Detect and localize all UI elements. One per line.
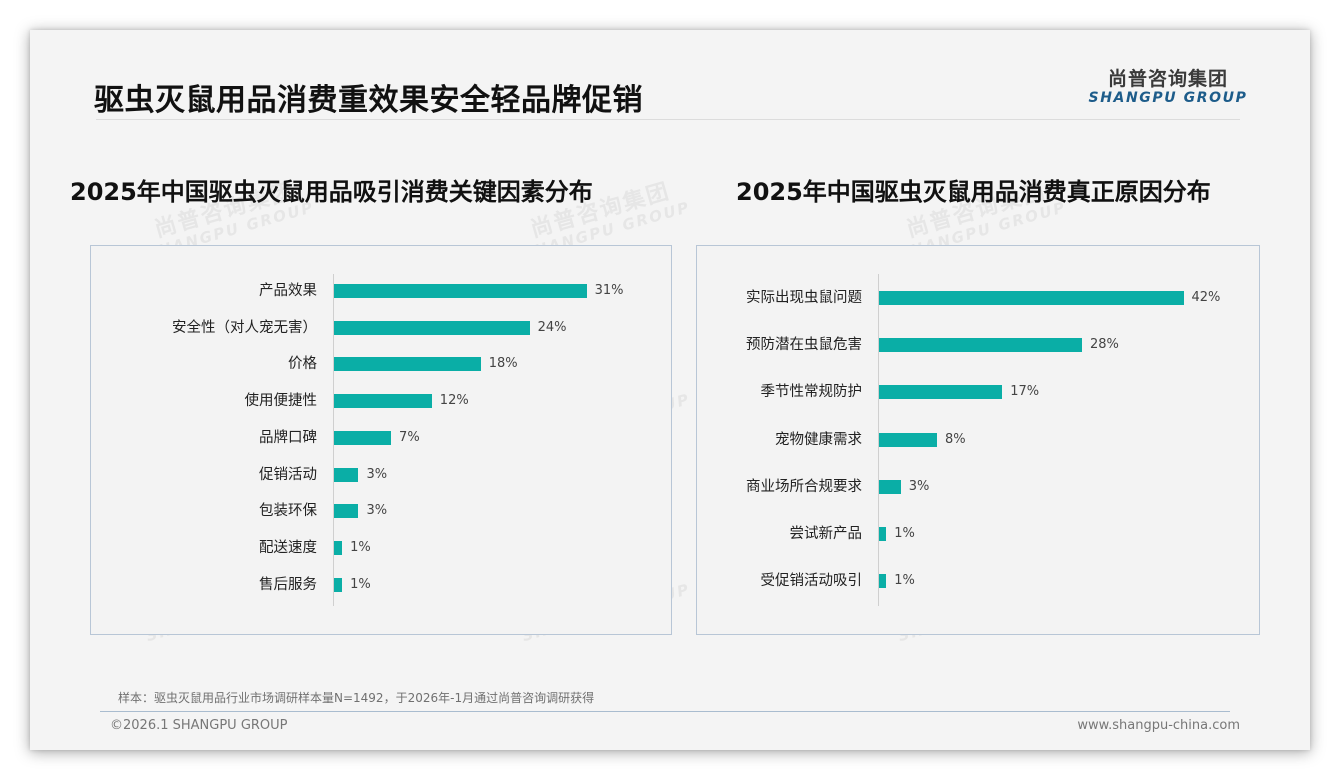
bar-value-label: 31%: [594, 283, 624, 298]
page-title: 驱虫灭鼠用品消费重效果安全轻品牌促销: [94, 83, 643, 118]
bar-value-label: 18%: [488, 356, 518, 372]
bar-label: 售后服务: [259, 576, 317, 593]
company-logo: 尚普咨询集团 SHANGPU GROUP: [1088, 64, 1248, 106]
title-divider: [96, 119, 1240, 120]
bar-label: 使用便捷性: [244, 393, 318, 410]
bar-label: 受促销活动吸引: [760, 573, 863, 590]
bar-value-label: 7%: [399, 429, 420, 445]
bar-label: 尝试新产品: [789, 526, 863, 542]
bar: [334, 394, 432, 409]
bar-label: 品牌口碑: [259, 429, 317, 446]
bar: [334, 357, 481, 372]
bar-value-label: 1%: [894, 573, 915, 589]
bar-label: 产品效果: [259, 283, 317, 299]
bar-label: 宠物健康需求: [775, 431, 862, 448]
bar-row: 安全性（对人宠无害） 24%: [91, 318, 671, 338]
logo-cn-text: 尚普咨询集团: [1107, 68, 1228, 90]
bar-value-label: 28%: [1090, 337, 1119, 353]
bar-value-label: 3%: [366, 503, 388, 519]
bar-row: 品牌口碑 7%: [91, 428, 671, 448]
left-chart: 产品效果 31% 安全性（对人宠无害） 24% 价格 18% 使用便捷性 12% 品牌口碑 7% 促…: [90, 245, 672, 635]
bar: [334, 320, 530, 335]
sample-note: 样本：驱虫灭鼠用品行业市场调研样本量N=1492，于2026年-1月通过尚普咨询…: [118, 691, 595, 705]
bar-row: 包装环保 3%: [91, 501, 671, 521]
bar-value-label: 8%: [945, 431, 966, 447]
bar-label: 预防潜在虫鼠危害: [746, 337, 862, 354]
bar-row: 预防潜在虫鼠危害 28%: [697, 335, 1259, 355]
bar: [879, 574, 887, 589]
bar-value-label: 42%: [1191, 290, 1221, 305]
bar: [879, 385, 1003, 400]
bar: [334, 430, 392, 445]
bar-value-label: 17%: [1010, 384, 1040, 400]
bar-label: 商业场所合规要求: [746, 478, 862, 495]
bar-value-label: 1%: [350, 576, 371, 592]
right-chart: 实际出现虫鼠问题 42% 预防潜在虫鼠危害 28% 季节性常规防护 17% 宠物健康需求 8%…: [696, 245, 1260, 635]
bar-value-label: 1%: [894, 526, 915, 541]
bar: [334, 577, 343, 592]
bar-row: 价格 18%: [91, 354, 671, 374]
bar-value-label: 12%: [439, 393, 469, 409]
bar-value-label: 1%: [350, 539, 371, 555]
bar: [879, 338, 1082, 353]
bar-row: 实际出现虫鼠问题 42%: [697, 288, 1259, 308]
bar-label: 配送速度: [259, 539, 317, 556]
bar-row: 季节性常规防护 17%: [697, 382, 1259, 402]
bar-label: 促销活动: [259, 466, 317, 483]
bar-row: 使用便捷性 12%: [91, 391, 671, 411]
logo-en-text: SHANGPU GROUP: [1088, 90, 1248, 106]
bar-label: 包装环保: [259, 503, 317, 520]
bar-value-label: 3%: [366, 466, 388, 482]
bar: [334, 504, 359, 519]
bar-row: 促销活动 3%: [91, 465, 671, 485]
bar: [334, 284, 587, 298]
bar-row: 产品效果 31%: [91, 281, 671, 301]
right-chart-axis: [878, 274, 879, 606]
bar-label: 安全性（对人宠无害）: [172, 319, 317, 336]
bar-row: 宠物健康需求 8%: [697, 430, 1259, 450]
footer-divider: [100, 711, 1230, 712]
bar-row: 售后服务 1%: [91, 575, 671, 595]
bar-label: 实际出现虫鼠问题: [746, 290, 862, 306]
left-chart-axis: [333, 274, 334, 606]
slide: 驱虫灭鼠用品消费重效果安全轻品牌促销 尚普咨询集团 SHANGPU GROUP …: [30, 30, 1310, 750]
copyright: ©2026.1 SHANGPU GROUP: [110, 718, 288, 733]
bar-value-label: 24%: [537, 319, 567, 335]
bar-row: 尝试新产品 1%: [697, 524, 1259, 544]
bar: [879, 291, 1184, 305]
bar-label: 季节性常规防护: [760, 384, 863, 401]
right-chart-title: 2025年中国驱虫灭鼠用品消费真正原因分布: [736, 178, 1211, 206]
bar: [334, 467, 359, 482]
bar: [879, 479, 901, 494]
left-chart-title: 2025年中国驱虫灭鼠用品吸引消费关键因素分布: [70, 178, 593, 206]
bar: [879, 432, 937, 447]
bar: [334, 540, 343, 555]
bar-row: 受促销活动吸引 1%: [697, 571, 1259, 591]
bar-row: 配送速度 1%: [91, 538, 671, 558]
website-link[interactable]: www.shangpu-china.com: [1077, 718, 1240, 733]
bar-value-label: 3%: [908, 478, 930, 494]
bar-label: 价格: [288, 356, 317, 373]
bar: [879, 527, 887, 541]
bar-row: 商业场所合规要求 3%: [697, 477, 1259, 497]
